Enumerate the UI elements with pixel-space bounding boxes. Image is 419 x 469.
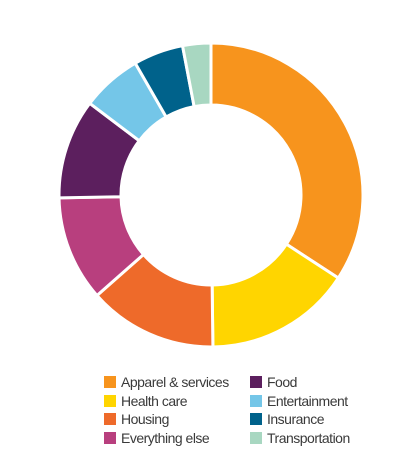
legend-swatch — [104, 376, 116, 389]
legend-label: Food — [267, 374, 297, 391]
legend-swatch — [250, 431, 262, 444]
legend-swatch — [250, 394, 262, 407]
legend-item-health-care: Health care — [104, 392, 229, 411]
legend-label: Health care — [121, 392, 188, 409]
donut-chart — [57, 41, 365, 349]
legend-swatch — [250, 413, 262, 426]
legend-swatch — [104, 431, 116, 444]
legend-swatch — [104, 413, 116, 426]
legend-label: Insurance — [267, 411, 324, 428]
legend-label: Apparel & services — [121, 374, 229, 391]
legend-item-transportation: Transportation — [250, 429, 350, 448]
legend-column-left: Apparel & services Health care Housing Ever… — [104, 373, 229, 447]
legend-label: Housing — [121, 411, 169, 428]
legend-item-insurance: Insurance — [250, 410, 350, 429]
legend-label: Everything else — [121, 429, 210, 446]
slice-transportation — [180, 41, 213, 109]
legend-swatch — [250, 376, 262, 389]
legend-label: Entertainment — [267, 392, 348, 409]
slice-apparel-services — [209, 41, 365, 281]
legend-swatch — [104, 394, 116, 407]
legend-item-entertainment: Entertainment — [250, 392, 350, 411]
chart-legend: Apparel & services Health care Housing Ever… — [104, 373, 384, 453]
legend-label: Transportation — [267, 429, 350, 446]
legend-column-right: Food Entertainment Insurance Transportation — [250, 373, 350, 447]
legend-item-apparel-services: Apparel & services — [104, 373, 229, 392]
legend-item-food: Food — [250, 373, 350, 392]
legend-item-housing: Housing — [104, 410, 229, 429]
legend-item-everything-else: Everything else — [104, 429, 229, 448]
